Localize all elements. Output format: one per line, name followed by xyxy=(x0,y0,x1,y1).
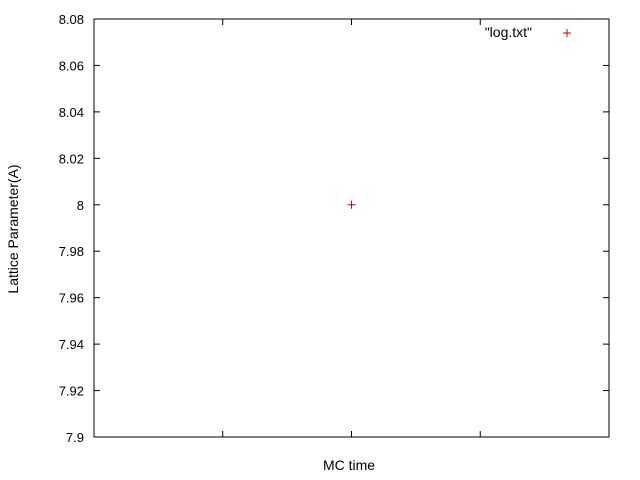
plot-frame xyxy=(93,18,610,438)
y-tick-label: 7.96 xyxy=(59,291,84,306)
data-point xyxy=(347,200,356,209)
y-tick-label: 8.02 xyxy=(59,151,84,166)
y-tick-label: 7.94 xyxy=(59,337,84,352)
legend-label: "log.txt" xyxy=(485,24,532,40)
y-tick-label: 8.08 xyxy=(59,12,84,27)
y-tick-label: 7.92 xyxy=(59,384,84,399)
y-tick-label: 7.9 xyxy=(66,430,84,445)
y-tick-label: 7.98 xyxy=(59,244,84,259)
legend: "log.txt" xyxy=(485,24,571,40)
y-tick-label: 8.04 xyxy=(59,105,84,120)
data-points xyxy=(347,200,356,209)
x-axis-ticks xyxy=(93,19,610,437)
x-axis-label: MC time xyxy=(323,457,375,473)
y-tick-label: 8 xyxy=(77,198,84,213)
y-axis-label: Lattice Parameter(A) xyxy=(5,164,21,293)
y-tick-label: 8.06 xyxy=(59,58,84,73)
legend-marker-plus xyxy=(563,29,571,37)
y-axis-ticks: 7.9 7.92 7.94 7.96 7.98 8 8.02 8.04 8.06 8.08 xyxy=(59,12,609,445)
